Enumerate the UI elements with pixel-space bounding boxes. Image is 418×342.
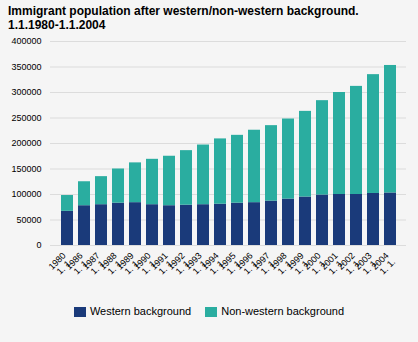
svg-text:200000: 200000 — [11, 138, 41, 148]
html-text:1989: 1989 — [114, 250, 136, 272]
html-text:2003: 2003 — [352, 250, 374, 272]
html-text:1994: 1994 — [199, 250, 221, 272]
svg-text:100000: 100000 — [11, 189, 41, 199]
html-text:1986: 1986 — [63, 250, 85, 272]
html-text:1. 1.: 1. 1. — [275, 256, 296, 277]
svg-text:400000: 400000 — [11, 36, 41, 46]
html-text:1997: 1997 — [250, 250, 272, 272]
html-text:1. 1.: 1. 1. — [207, 256, 228, 277]
html-text:1995: 1995 — [216, 250, 238, 272]
html-text:1. 1.: 1. 1. — [88, 256, 109, 277]
html-text:1. 1.: 1. 1. — [139, 256, 160, 277]
html-text:1. 1.: 1. 1. — [309, 256, 330, 277]
html-text:2001: 2001 — [318, 250, 340, 272]
html-text:1990: 1990 — [131, 250, 153, 272]
svg-text:250000: 250000 — [11, 113, 41, 123]
html-text:1991: 1991 — [148, 250, 170, 272]
svg-text:150000: 150000 — [11, 164, 41, 174]
html-text:1. 1.: 1. 1. — [326, 256, 347, 277]
html-text:1. 1.: 1. 1. — [258, 256, 279, 277]
html-text:1. 1.: 1. 1. — [241, 256, 262, 277]
svg-text:300000: 300000 — [11, 87, 41, 97]
svg-text:350000: 350000 — [11, 62, 41, 72]
html-text:1998: 1998 — [267, 250, 289, 272]
html-text:1. 1.: 1. 1. — [156, 256, 177, 277]
html-text:1988: 1988 — [97, 250, 119, 272]
html-text:1980: 1980 — [46, 250, 68, 272]
html-text:1. 1.: 1. 1. — [71, 256, 92, 277]
html-text:1. 1.: 1. 1. — [224, 256, 245, 277]
svg-text:50000: 50000 — [16, 215, 41, 225]
html-text:1. 1.: 1. 1. — [122, 256, 143, 277]
html-text:1993: 1993 — [182, 250, 204, 272]
html-text:1. 1.: 1. 1. — [54, 256, 75, 277]
html-text:Non-western background: Non-western background — [221, 304, 345, 317]
html-text:2002: 2002 — [335, 250, 357, 272]
html-text:2000: 2000 — [301, 250, 323, 272]
html-text:1987: 1987 — [80, 250, 102, 272]
html-text:Western background: Western background — [89, 304, 192, 317]
html-text:1. 1.: 1. 1. — [190, 256, 211, 277]
svg-text:0: 0 — [36, 240, 41, 250]
svg-text:20041. 1.: 20041. 1. — [370, 250, 398, 278]
html-text:Immigrant population after wes: Immigrant population after western/non-w… — [8, 4, 359, 33]
html-text:1. 1.: 1. 1. — [292, 256, 313, 277]
html-text:1. 1.: 1. 1. — [343, 256, 364, 277]
html-text:1992: 1992 — [165, 250, 187, 272]
html-text:1. 1.: 1. 1. — [173, 256, 194, 277]
html-text:1. 1.: 1. 1. — [105, 256, 126, 277]
html-text:1999: 1999 — [284, 250, 306, 272]
html-text:1996: 1996 — [233, 250, 255, 272]
